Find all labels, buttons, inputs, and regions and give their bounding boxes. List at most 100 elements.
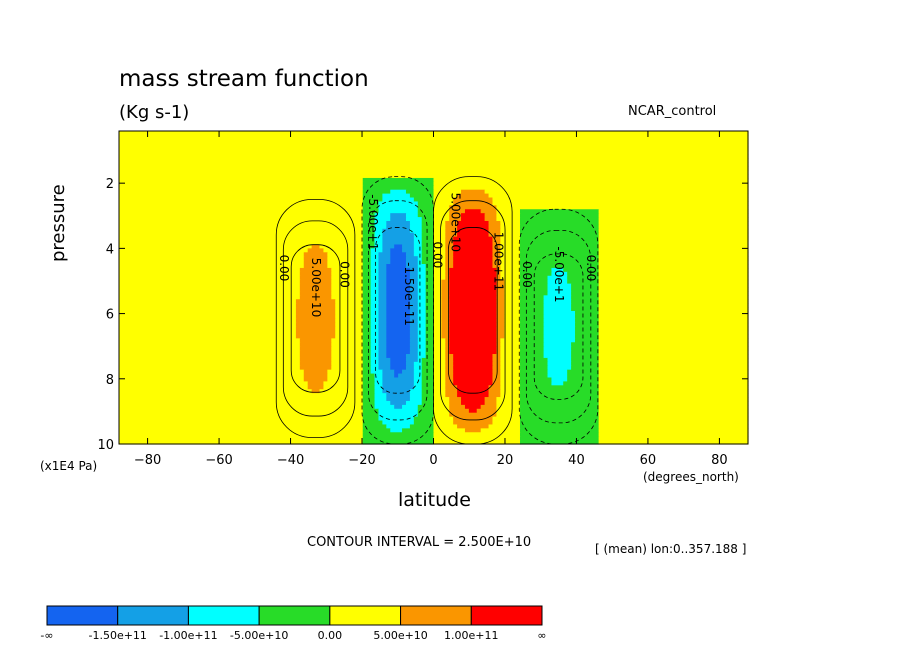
field-cell xyxy=(362,377,376,382)
field-cell xyxy=(119,267,301,273)
field-cell xyxy=(433,314,442,320)
field-cell xyxy=(413,416,435,422)
field-cell xyxy=(390,213,407,218)
field-cell xyxy=(547,357,572,363)
field-cell xyxy=(543,342,572,347)
field-cell xyxy=(417,201,435,206)
field-cell xyxy=(445,357,454,363)
field-cell xyxy=(378,260,391,265)
field-cell xyxy=(362,314,372,320)
field-cell xyxy=(476,408,497,414)
field-cell xyxy=(409,346,419,351)
field-cell xyxy=(362,217,376,222)
field-cell xyxy=(119,299,297,304)
field-cell xyxy=(331,354,364,359)
field-cell xyxy=(496,338,501,343)
field-cell xyxy=(409,342,419,347)
field-cell xyxy=(457,220,490,226)
field-cell xyxy=(378,256,391,261)
field-cell xyxy=(449,314,497,320)
field-cell xyxy=(119,244,313,249)
field-cell xyxy=(433,432,521,437)
field-cell xyxy=(374,377,383,382)
field-cell xyxy=(370,248,383,253)
field-cell xyxy=(386,354,407,359)
field-cell xyxy=(425,271,435,277)
field-cell xyxy=(425,310,435,316)
field-cell xyxy=(409,322,419,328)
field-cell xyxy=(417,283,427,289)
field-cell xyxy=(519,252,600,257)
field-cell xyxy=(433,350,446,355)
field-cell xyxy=(413,373,423,379)
field-cell xyxy=(492,369,501,375)
field-cell xyxy=(441,310,450,316)
field-cell xyxy=(119,228,364,234)
field-cell xyxy=(433,213,450,218)
field-cell xyxy=(445,220,458,226)
field-cell xyxy=(119,342,301,347)
field-cell xyxy=(386,322,411,328)
field-cell xyxy=(409,326,419,332)
field-cell xyxy=(457,424,490,429)
field-cell xyxy=(433,408,450,414)
field-cell xyxy=(382,389,411,394)
field-cell xyxy=(492,377,501,382)
field-cell xyxy=(119,295,301,300)
colorbar-swatch xyxy=(329,605,402,626)
field-cell xyxy=(362,248,372,253)
field-cell xyxy=(378,314,387,320)
field-cell xyxy=(295,330,336,336)
contour-line xyxy=(275,199,356,438)
field-cell xyxy=(496,213,521,218)
field-cell xyxy=(374,236,383,242)
field-cell xyxy=(421,377,435,382)
field-cell xyxy=(370,283,380,289)
field-cell xyxy=(598,436,749,441)
field-cell xyxy=(433,342,446,347)
field-cell xyxy=(335,322,364,328)
field-cell xyxy=(303,260,328,265)
field-cell xyxy=(598,303,749,308)
field-cell xyxy=(335,310,364,316)
field-cell xyxy=(386,279,411,285)
field-cell xyxy=(370,350,380,355)
field-cell xyxy=(331,365,364,371)
field-cell xyxy=(433,189,462,195)
field-cell xyxy=(453,361,494,367)
contour-line xyxy=(361,176,434,445)
field-cell xyxy=(362,357,372,363)
field-cell xyxy=(598,377,749,382)
field-cell xyxy=(335,299,364,304)
field-cell xyxy=(370,256,380,261)
field-cell xyxy=(119,365,301,371)
field-cell xyxy=(425,346,435,351)
field-cell xyxy=(417,299,427,304)
field-cell xyxy=(362,322,372,328)
field-cell xyxy=(382,232,415,238)
field-cell xyxy=(417,334,427,339)
contour-line xyxy=(368,200,428,421)
field-cell xyxy=(571,354,600,359)
field-cell xyxy=(500,346,521,351)
field-cell xyxy=(571,283,600,289)
field-cell xyxy=(409,307,419,312)
field-cell xyxy=(303,252,328,257)
field-cell xyxy=(598,291,749,296)
field-cell xyxy=(378,361,391,367)
field-cell xyxy=(441,330,450,336)
field-cell xyxy=(500,393,521,398)
field-cell xyxy=(417,287,427,293)
colorbar-swatch xyxy=(187,605,260,626)
field-cell xyxy=(119,201,364,206)
field-cell xyxy=(299,291,332,296)
field-cell xyxy=(500,244,521,249)
field-cell xyxy=(374,373,383,379)
field-cell xyxy=(370,267,380,273)
field-cell xyxy=(519,432,600,437)
field-cell xyxy=(119,138,749,144)
field-cell xyxy=(519,248,600,253)
field-cell xyxy=(543,310,576,316)
field-cell xyxy=(500,365,521,371)
field-cell xyxy=(598,330,749,336)
